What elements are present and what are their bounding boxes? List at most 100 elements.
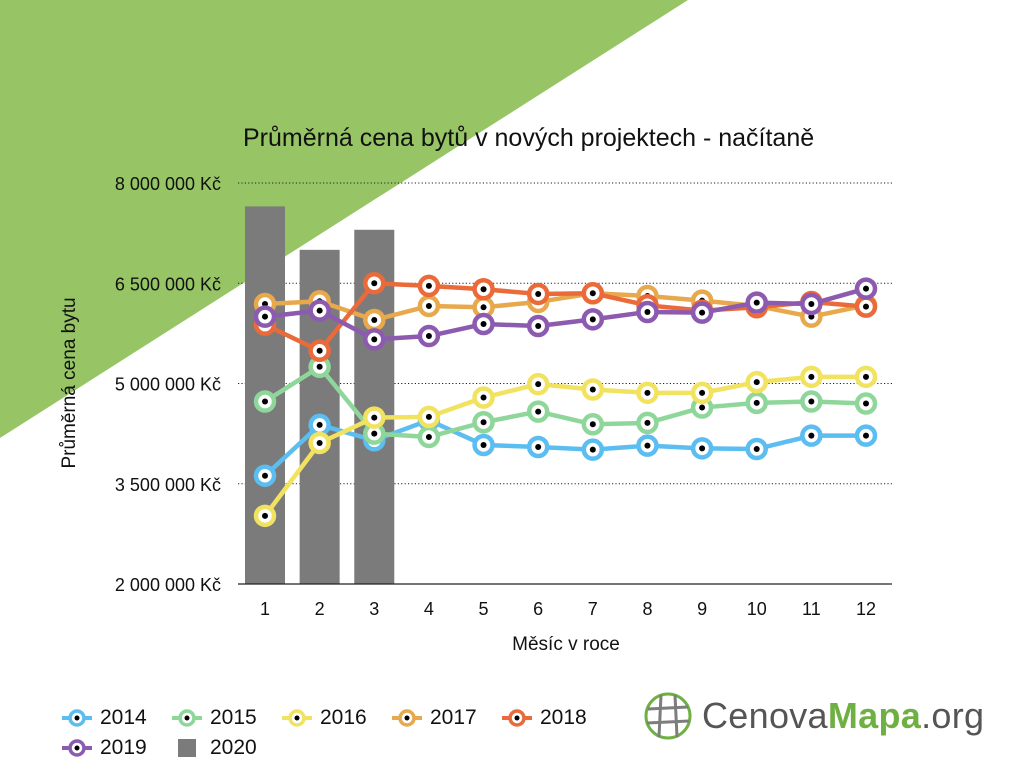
x-tick-label: 2 <box>315 599 325 619</box>
legend-marker-dot <box>294 715 300 721</box>
point-dot-2017 <box>425 302 432 309</box>
brand-part-1: Cenova <box>702 695 828 736</box>
point-dot-2019 <box>808 300 815 307</box>
point-dot-2019 <box>480 321 487 328</box>
legend-item-2015: 2015 <box>170 706 280 730</box>
point-dot-2019 <box>262 313 268 320</box>
point-dot-2019 <box>699 309 706 316</box>
point-dot-2018 <box>480 286 487 293</box>
point-dot-2016 <box>808 373 815 380</box>
legend-label: 2019 <box>100 736 147 759</box>
point-dot-2016 <box>644 389 651 396</box>
point-dot-2016 <box>863 373 869 380</box>
legend-item-2020: 2020 <box>170 736 280 760</box>
point-dot-2016 <box>589 386 596 393</box>
series-2016 <box>253 365 878 528</box>
legend-label: 2017 <box>430 706 477 729</box>
x-tick-label: 4 <box>424 599 434 619</box>
legend-item-2016: 2016 <box>280 706 390 730</box>
x-tick-label: 7 <box>588 599 598 619</box>
point-dot-2015 <box>644 419 651 426</box>
point-dot-2019 <box>589 316 596 323</box>
point-dot-2014 <box>644 442 651 449</box>
legend-swatch <box>392 709 422 727</box>
point-dot-2015 <box>535 408 542 415</box>
brand-wordmark: CenovaMapa.org <box>702 695 984 737</box>
point-dot-2019 <box>425 333 432 340</box>
point-dot-2016 <box>699 389 706 396</box>
point-dot-2016 <box>753 379 760 386</box>
brand-logo: CenovaMapa.org <box>642 686 984 746</box>
point-dot-2016 <box>316 439 323 446</box>
legend-label: 2016 <box>320 706 367 729</box>
point-dot-2015 <box>699 404 706 411</box>
legend-swatch <box>178 739 196 757</box>
legend-swatch <box>282 709 312 727</box>
y-tick-label: 8 000 000 Kč <box>115 174 221 194</box>
point-dot-2015 <box>262 398 268 405</box>
point-dot-2019 <box>535 323 542 330</box>
y-tick-label: 2 000 000 Kč <box>115 575 221 595</box>
point-dot-2018 <box>863 303 869 310</box>
point-dot-2015 <box>480 419 487 426</box>
grid-lines <box>238 182 892 485</box>
legend-item-2014: 2014 <box>60 706 170 730</box>
legend-marker-dot <box>74 715 80 721</box>
series-2018 <box>253 272 878 363</box>
point-dot-2017 <box>480 304 487 311</box>
series-2014 <box>253 409 878 487</box>
point-dot-2016 <box>425 413 432 420</box>
legend: 2014 2015 2016 2017 2018 2019 2020 <box>60 706 640 760</box>
x-tick-label: 5 <box>479 599 489 619</box>
point-dot-2016 <box>371 414 378 421</box>
point-dot-2014 <box>535 443 542 450</box>
legend-bar-swatch <box>178 739 196 757</box>
point-dot-2015 <box>753 399 760 406</box>
point-dot-2014 <box>480 441 487 448</box>
point-dot-2019 <box>371 336 378 343</box>
point-dot-2019 <box>753 299 760 306</box>
point-dot-2015 <box>425 433 432 440</box>
point-dot-2015 <box>316 363 323 370</box>
legend-marker-dot <box>404 715 410 721</box>
point-dot-2016 <box>535 381 542 388</box>
legend-marker-dot <box>514 715 520 721</box>
point-dot-2016 <box>480 394 487 401</box>
point-dot-2019 <box>863 285 869 292</box>
legend-label: 2020 <box>210 736 257 759</box>
legend-swatch <box>62 709 92 727</box>
point-dot-2018 <box>535 290 542 297</box>
y-tick-label: 3 500 000 Kč <box>115 475 221 495</box>
legend-item-2018: 2018 <box>500 706 610 730</box>
point-dot-2014 <box>808 432 815 439</box>
x-tick-label: 8 <box>642 599 652 619</box>
y-axis-title: Průměrná cena bytu <box>59 297 80 469</box>
x-tick-label: 6 <box>533 599 543 619</box>
point-dot-2015 <box>863 400 869 407</box>
brand-part-2: Mapa <box>827 695 922 736</box>
legend-swatch <box>172 709 202 727</box>
legend-swatch <box>62 739 92 757</box>
point-dot-2018 <box>589 290 596 297</box>
y-tick-label: 5 000 000 Kč <box>115 375 221 395</box>
legend-swatch <box>502 709 532 727</box>
x-tick-label: 9 <box>697 599 707 619</box>
point-dot-2014 <box>863 432 869 439</box>
point-dot-2015 <box>589 421 596 428</box>
point-dot-2014 <box>316 421 323 428</box>
point-dot-2019 <box>316 307 323 314</box>
globe-icon <box>644 692 692 740</box>
point-dot-2014 <box>753 445 760 452</box>
chart-title: Průměrná cena bytů v nových projektech -… <box>243 124 815 152</box>
point-dot-2014 <box>262 472 268 479</box>
point-dot-2014 <box>589 446 596 453</box>
x-axis-title: Měsíc v roce <box>512 634 620 655</box>
point-dot-2017 <box>371 317 378 324</box>
y-tick-label: 6 500 000 Kč <box>115 274 221 294</box>
brand-part-3: .org <box>921 695 985 736</box>
legend-item-2017: 2017 <box>390 706 500 730</box>
x-tick-label: 3 <box>369 599 379 619</box>
point-dot-2018 <box>316 347 323 354</box>
